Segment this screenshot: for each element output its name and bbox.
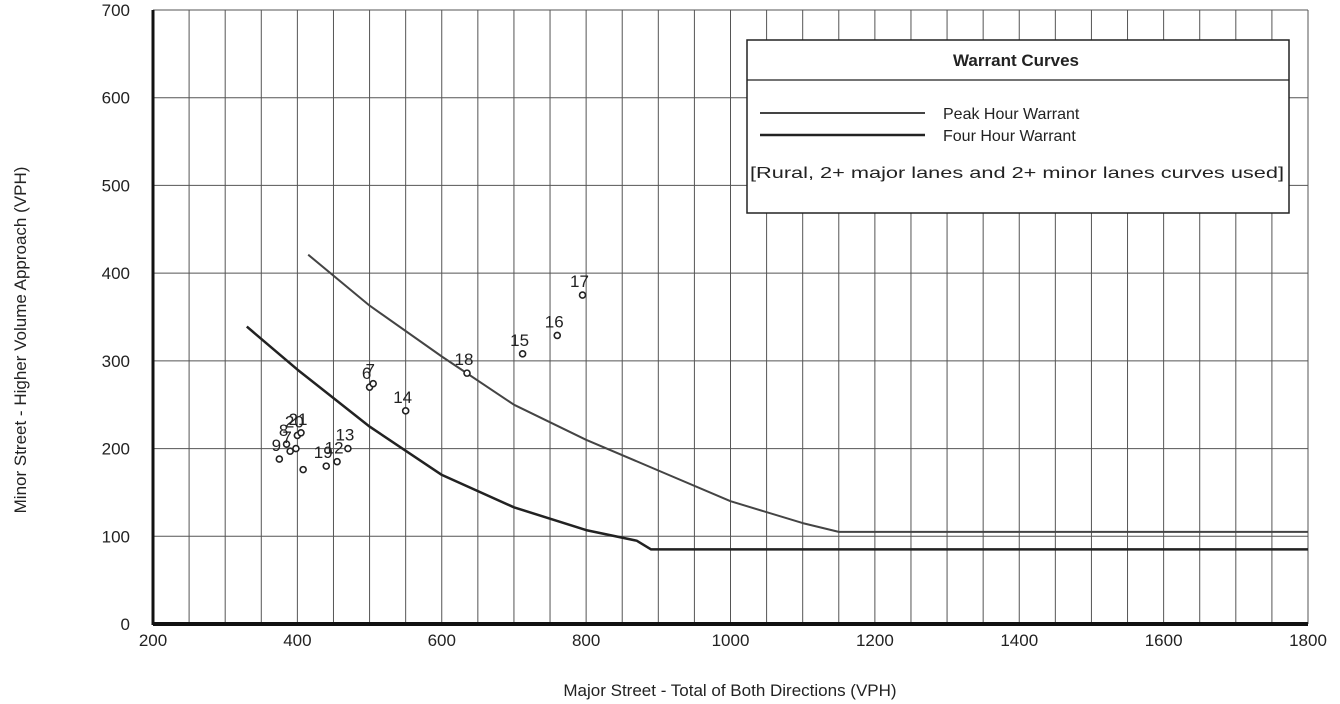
legend-title: Warrant Curves [953, 51, 1079, 70]
data-point [275, 455, 284, 463]
data-point-label: 19 [314, 443, 333, 462]
data-point [344, 444, 352, 453]
data-point-label: 7 [282, 428, 291, 447]
legend-entry-peak-hour: Peak Hour Warrant [943, 106, 1080, 123]
legend-entry-four-hour: Four Hour Warrant [943, 128, 1076, 145]
data-point-label: 15 [510, 331, 529, 350]
data-point [369, 379, 377, 388]
data-point-label: 14 [393, 388, 412, 407]
data-point [286, 447, 294, 456]
data-point-label: 8 [279, 421, 288, 440]
y-tick-label: 300 [102, 352, 130, 371]
data-point-label: 13 [335, 426, 354, 445]
data-point-label: 20 [285, 412, 304, 431]
data-point [299, 465, 307, 474]
y-tick-label: 600 [102, 89, 130, 108]
warrant-curves [245, 253, 1308, 551]
y-tick-label: 200 [102, 440, 130, 459]
legend: Warrant Curves Peak Hour Warrant Four Ho… [746, 39, 1290, 214]
y-axis-label: Minor Street - Higher Volume Approach (V… [11, 167, 30, 514]
x-tick-label: 1600 [1145, 631, 1183, 650]
x-tick-label: 200 [139, 631, 167, 650]
four-hour-warrant-line [245, 325, 1308, 551]
peak-hour-warrant-line [307, 253, 1308, 533]
data-point [297, 428, 305, 437]
data-point [282, 440, 291, 448]
data-point [322, 462, 331, 470]
data-point-label: 18 [455, 350, 474, 369]
y-tick-label: 400 [102, 264, 130, 283]
y-tick-label: 500 [102, 176, 130, 195]
data-point [292, 444, 300, 453]
data-point-label: 21 [289, 410, 308, 429]
x-tick-label: 1800 [1289, 631, 1327, 650]
axes [151, 10, 1308, 626]
data-point-label: 16 [545, 312, 564, 331]
x-tick-label: 400 [283, 631, 311, 650]
data-point [578, 291, 587, 299]
data-point-label: 6 [362, 364, 371, 383]
x-axis-label: Major Street - Total of Both Directions … [563, 681, 896, 700]
y-tick-label: 0 [121, 615, 130, 634]
legend-note: [Rural, 2+ major lanes and 2+ minor lane… [750, 165, 1284, 182]
data-point [333, 457, 341, 466]
data-point [518, 350, 527, 358]
data-point-label: 17 [570, 272, 589, 291]
x-tick-label: 1400 [1000, 631, 1038, 650]
data-point [401, 407, 410, 415]
tick-labels: 200 400 600 800 1000 1200 1400 1600 1800 0 100 200 3… [102, 1, 1327, 650]
x-tick-label: 1000 [712, 631, 750, 650]
y-tick-label: 100 [102, 527, 130, 546]
y-tick-label: 700 [102, 1, 130, 20]
x-tick-label: 1200 [856, 631, 894, 650]
data-point [553, 331, 562, 340]
data-point [463, 369, 471, 377]
x-tick-label: 600 [428, 631, 456, 650]
data-point-label: 12 [325, 439, 344, 458]
x-tick-label: 800 [572, 631, 600, 650]
data-point-label: 9 [272, 436, 281, 455]
legend-box [746, 39, 1290, 214]
data-point-label: 7 [365, 361, 374, 380]
